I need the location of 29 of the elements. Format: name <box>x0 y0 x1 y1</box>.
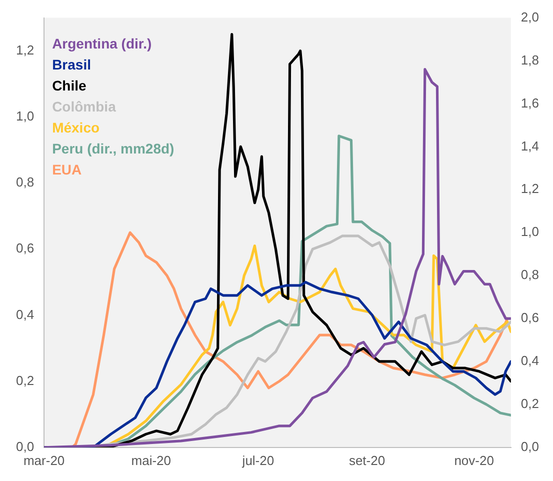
y-tick-label: 0,2 <box>16 372 34 388</box>
y2-tick-label: 0,8 <box>520 267 540 282</box>
text: EUA <box>52 162 82 178</box>
y2-tick-label: 1,6 <box>520 95 540 110</box>
y-tick-label: 0,8 <box>16 174 34 190</box>
text: Chile <box>52 78 87 94</box>
y2-tick-label: 1,4 <box>520 138 540 154</box>
text: Argentina (dir.) <box>52 36 152 52</box>
text: Brasil <box>52 56 91 73</box>
text: México <box>52 120 100 136</box>
x-tick-label: mar-20 <box>23 452 65 468</box>
y2-tick-label: 0,4 <box>520 353 540 368</box>
y-tick-label: 0,0 <box>16 438 34 454</box>
y-tick-label: 1,0 <box>16 108 34 124</box>
text: Peru (dir., mm28d) <box>52 140 174 157</box>
y2-tick-label: 2,0 <box>520 9 540 24</box>
x-tick-label: mai-20 <box>131 452 172 468</box>
y2-tick-label: 0,2 <box>520 396 540 412</box>
y2-tick-label: 1,0 <box>520 224 540 240</box>
x-tick-label: nov-20 <box>454 452 494 468</box>
y2-tick-label: 0,0 <box>520 438 540 454</box>
x-tick-label: set-20 <box>348 452 386 468</box>
y2-tick-label: 1,2 <box>520 181 540 196</box>
y-tick-label: 1,2 <box>16 42 34 58</box>
x-tick-label: jul-20 <box>241 452 274 468</box>
y2-tick-label: 0,6 <box>520 310 540 326</box>
y-tick-label: 0,4 <box>16 306 34 322</box>
y-tick-label: 0,6 <box>16 240 34 256</box>
y2-tick-label: 1,8 <box>520 52 540 68</box>
